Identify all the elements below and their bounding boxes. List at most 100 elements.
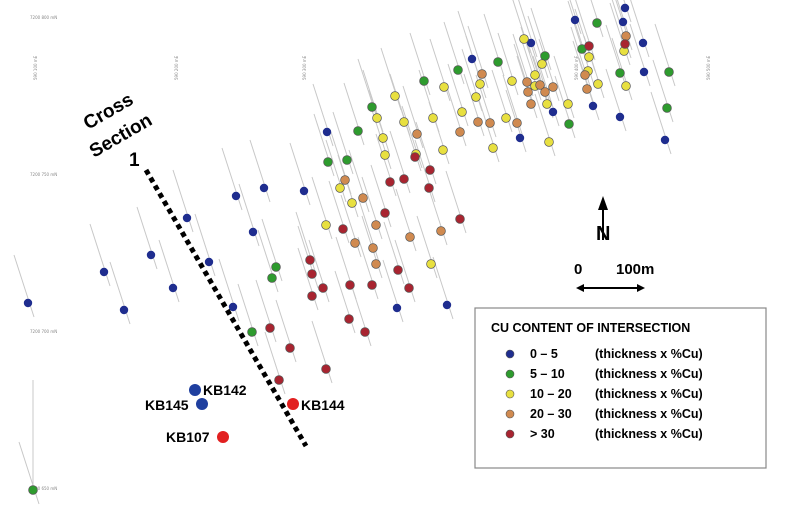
drill-intersection-dot bbox=[247, 327, 257, 337]
drill-intersection-dot bbox=[307, 269, 317, 279]
northing-label: 7200 750 mN bbox=[30, 172, 57, 177]
drill-intersection-dot bbox=[399, 174, 409, 184]
legend-range: 20 – 30 bbox=[530, 407, 572, 421]
drill-trace bbox=[158, 239, 180, 303]
drill-trace bbox=[13, 254, 35, 318]
drill-trace bbox=[616, 0, 630, 37]
legend-desc: (thickness x %Cu) bbox=[595, 407, 703, 421]
easting-labels: 590 100 mE 590 200 mE 590 300 mE 590 400… bbox=[33, 55, 711, 80]
northing-label: 7200 800 mN bbox=[30, 15, 57, 20]
drill-intersection-dot bbox=[615, 68, 625, 78]
drill-intersection-dot bbox=[380, 150, 390, 160]
drill-trace bbox=[623, 0, 632, 23]
drill-intersection-dot bbox=[544, 137, 554, 147]
drill-intersection-dot bbox=[621, 81, 631, 91]
drill-intersection-dot bbox=[371, 259, 381, 269]
drill-trace bbox=[312, 83, 334, 147]
drill-intersection-dot bbox=[378, 133, 388, 143]
drill-intersection-dot bbox=[259, 183, 269, 193]
drill-intersection-dot bbox=[358, 193, 368, 203]
drill-intersection-dot bbox=[662, 103, 672, 113]
legend-range: 10 – 20 bbox=[530, 387, 572, 401]
drill-intersection-dot bbox=[350, 238, 360, 248]
drill-intersection-dot bbox=[507, 76, 517, 86]
drill-intersection-dot bbox=[537, 59, 547, 69]
drill-intersection-dot bbox=[542, 99, 552, 109]
drill-intersection-dot bbox=[428, 113, 438, 123]
hole-kb145-label: KB145 bbox=[145, 397, 189, 413]
drill-intersection-dot bbox=[392, 303, 402, 313]
drill-intersection-dot bbox=[410, 152, 420, 162]
drill-intersection-dot bbox=[231, 191, 241, 201]
drill-trace bbox=[109, 261, 131, 325]
drill-intersection-dot bbox=[477, 69, 487, 79]
drill-trace bbox=[538, 63, 560, 127]
legend-swatch bbox=[505, 409, 515, 419]
legend-range: 5 – 10 bbox=[530, 367, 565, 381]
drill-intersection-dot bbox=[267, 273, 277, 283]
drill-intersection-dot bbox=[660, 135, 670, 145]
north-label: N bbox=[596, 223, 610, 245]
drill-intersection-dot bbox=[593, 79, 603, 89]
drill-intersection-dot bbox=[436, 226, 446, 236]
hole-kb144-marker bbox=[287, 398, 299, 410]
drill-intersection-dot bbox=[347, 198, 357, 208]
drill-trace bbox=[630, 0, 650, 58]
drill-intersection-dot bbox=[344, 314, 354, 324]
drill-intersection-dot bbox=[548, 82, 558, 92]
drill-intersection-dot bbox=[584, 52, 594, 62]
drill-intersection-dot bbox=[23, 298, 33, 308]
drill-intersection-dot bbox=[455, 214, 465, 224]
drill-intersection-dot bbox=[540, 51, 550, 61]
drill-intersection-dot bbox=[321, 220, 331, 230]
drill-trace bbox=[289, 142, 311, 206]
drill-intersection-dot bbox=[426, 259, 436, 269]
drill-intersection-dot bbox=[307, 291, 317, 301]
drill-intersection-dot bbox=[404, 283, 414, 293]
northing-label: 7200 700 mN bbox=[30, 329, 57, 334]
drill-intersection-dot bbox=[380, 208, 390, 218]
drill-intersection-dot bbox=[475, 79, 485, 89]
drill-trace bbox=[221, 147, 243, 211]
drill-intersection-dot bbox=[493, 57, 503, 67]
scale-end-label: 100m bbox=[616, 261, 654, 278]
northing-labels: 7200 800 mN 7200 750 mN 7200 700 mN 7200… bbox=[30, 15, 57, 491]
highlighted-holes: KB142 KB145 KB144 KB107 bbox=[145, 382, 345, 445]
drill-intersection-dot bbox=[385, 177, 395, 187]
legend-range: > 30 bbox=[530, 427, 555, 441]
drill-intersection-dot bbox=[372, 113, 382, 123]
drill-intersection-dot bbox=[367, 102, 377, 112]
drill-intersection-dot bbox=[323, 157, 333, 167]
drill-intersection-dot bbox=[540, 87, 550, 97]
drill-intersection-dot bbox=[584, 41, 594, 51]
legend-desc: (thickness x %Cu) bbox=[595, 387, 703, 401]
drill-intersection-dot bbox=[501, 113, 511, 123]
drill-intersection-dot bbox=[515, 133, 525, 143]
legend-desc: (thickness x %Cu) bbox=[595, 427, 703, 441]
easting-label: 590 100 mE bbox=[33, 55, 38, 80]
drill-intersection-dot bbox=[345, 280, 355, 290]
drill-intersection-dot bbox=[168, 283, 178, 293]
drill-intersection-dot bbox=[570, 15, 580, 25]
drill-intersection-dot bbox=[467, 54, 477, 64]
drill-intersection-dot bbox=[664, 67, 674, 77]
drill-intersection-dot bbox=[360, 327, 370, 337]
drill-intersection-dot bbox=[305, 255, 315, 265]
drill-trace bbox=[194, 213, 216, 277]
drill-intersection-dot bbox=[228, 302, 238, 312]
cross-section-label-line3: 1 bbox=[129, 150, 140, 171]
drill-intersection-dot bbox=[265, 323, 275, 333]
legend-swatch bbox=[505, 349, 515, 359]
drill-trace bbox=[89, 223, 111, 287]
drill-intersection-dot bbox=[526, 38, 536, 48]
drill-intersection-dot bbox=[285, 343, 295, 353]
legend: CU CONTENT OF INTERSECTION 0 – 5 (thickne… bbox=[474, 307, 767, 469]
drill-trace bbox=[605, 68, 627, 132]
drill-intersection-dot bbox=[455, 127, 465, 137]
drill-intersection-dot bbox=[371, 220, 381, 230]
drill-intersection-dot bbox=[390, 91, 400, 101]
drill-intersection-dot bbox=[99, 267, 109, 277]
scale-start-label: 0 bbox=[574, 261, 582, 278]
easting-label: 590 400 mE bbox=[574, 55, 579, 80]
drill-intersections bbox=[23, 3, 674, 495]
